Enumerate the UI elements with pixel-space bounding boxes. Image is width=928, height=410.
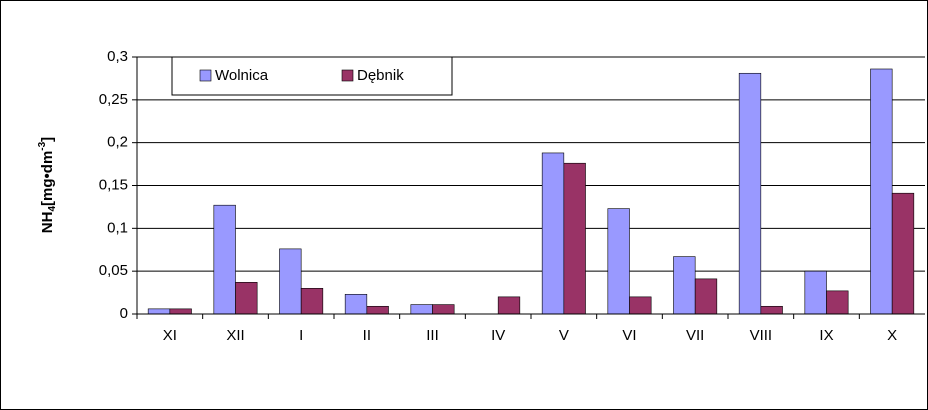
- y-tick-label: 0,25: [99, 91, 128, 108]
- bar: [300, 287, 324, 315]
- y-tick-label: 0,05: [99, 262, 128, 279]
- bar: [169, 308, 192, 315]
- y-label-main: NH: [39, 212, 56, 234]
- x-tick-label: III: [426, 327, 439, 344]
- bar: [804, 270, 827, 315]
- legend-swatch: [341, 69, 354, 82]
- bar: [760, 305, 783, 315]
- y-tick-label: 0: [120, 305, 128, 322]
- x-tick-label: VII: [686, 327, 704, 344]
- x-tick-label: I: [299, 327, 303, 344]
- y-label-sub: 4: [47, 206, 58, 212]
- x-tick-label: II: [363, 327, 371, 344]
- legend-swatch: [199, 69, 212, 82]
- bar: [826, 290, 849, 315]
- y-tick-label: 0,15: [99, 176, 128, 193]
- x-tick-label: IV: [491, 327, 505, 344]
- bar: [497, 296, 521, 315]
- bar: [607, 208, 630, 315]
- legend-label: Dębnik: [357, 67, 404, 84]
- bar: [541, 152, 565, 315]
- bar: [366, 305, 389, 315]
- bar: [344, 293, 368, 315]
- bar: [738, 72, 762, 315]
- y-label-mid: [mg•dm: [39, 151, 56, 206]
- bar: [673, 256, 696, 315]
- bar: [147, 308, 171, 315]
- x-tick-label: XII: [226, 327, 244, 344]
- x-tick-label: V: [559, 327, 569, 344]
- y-tick-label: 0,1: [107, 219, 128, 236]
- x-tick-label: X: [887, 327, 897, 344]
- bar: [563, 162, 586, 315]
- y-label-end: ]: [39, 137, 56, 142]
- bar: [213, 204, 236, 315]
- bar: [410, 304, 433, 315]
- bar: [694, 278, 718, 315]
- y-tick-label: 0,3: [107, 48, 128, 65]
- bar: [432, 304, 455, 315]
- legend-box: [171, 56, 453, 96]
- y-axis-label: NH4[mg•dm-3]: [37, 137, 58, 233]
- x-tick-label: VI: [622, 327, 636, 344]
- x-tick-label: XI: [163, 327, 177, 344]
- y-label-sup: -3: [37, 141, 48, 150]
- bar: [235, 282, 258, 315]
- x-tick-label: IX: [819, 327, 833, 344]
- bar: [891, 192, 915, 315]
- bar: [870, 68, 893, 315]
- y-tick-label: 0,2: [107, 134, 128, 151]
- bar: [629, 296, 652, 315]
- bar: [279, 248, 302, 315]
- legend-label: Wolnica: [215, 67, 269, 84]
- x-tick-label: VIII: [750, 327, 773, 344]
